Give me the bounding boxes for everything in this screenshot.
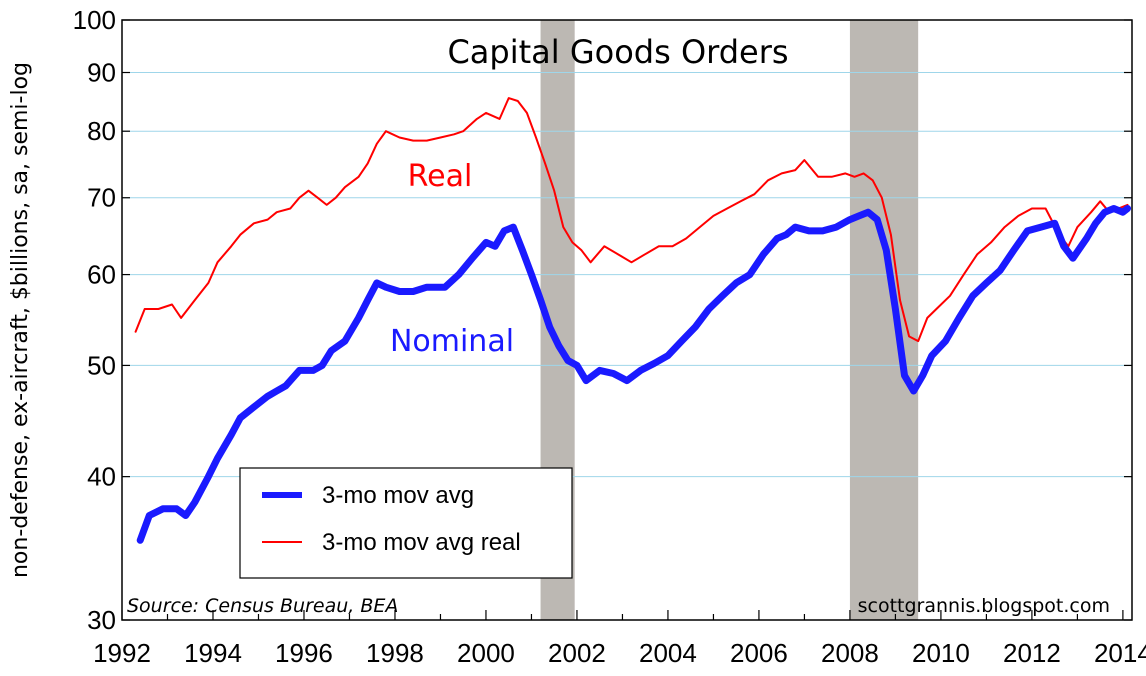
x-tick-label-1998: 1998 — [366, 638, 424, 668]
y-tick-label-50: 50 — [87, 350, 116, 380]
x-tick-label-1992: 1992 — [93, 638, 151, 668]
y-tick-label-100: 100 — [73, 5, 116, 35]
nominal-series-label: Nominal — [390, 324, 514, 359]
credit-note: scottgrannis.blogspot.com — [858, 595, 1110, 617]
y-tick-label-70: 70 — [87, 183, 116, 213]
x-tick-label-2006: 2006 — [730, 638, 788, 668]
y-tick-label-90: 90 — [87, 58, 116, 88]
legend-entry-real: 3-mo mov avg real — [322, 529, 521, 556]
real-series-label: Real — [408, 159, 473, 194]
x-tick-label-2004: 2004 — [639, 638, 697, 668]
legend-box — [239, 467, 573, 579]
gridlines — [122, 72, 1132, 478]
y-axis-label: non-defense, ex-aircraft, $billions, sa,… — [8, 62, 33, 578]
recession-bands — [540, 20, 919, 620]
legend: 3-mo mov avg 3-mo mov avg real — [239, 467, 573, 579]
y-tick-label-30: 30 — [87, 605, 116, 635]
x-tick-label-2014: 2014 — [1094, 638, 1146, 668]
series-line-nominal — [136, 205, 1131, 544]
axis-ticks: 30 40 50 60 70 80 90 100 1992 1994 1996 1998 2000 200… — [73, 5, 1146, 668]
source-note: Source: Census Bureau, BEA — [127, 595, 398, 617]
y-tick-label-40: 40 — [87, 462, 116, 492]
series-lines — [134, 97, 1131, 544]
x-tick-label-2012: 2012 — [1003, 638, 1061, 668]
series-line-real — [134, 97, 1129, 343]
y-tick-label-80: 80 — [87, 116, 116, 146]
x-tick-label-1994: 1994 — [184, 638, 242, 668]
chart-title: Capital Goods Orders — [447, 33, 788, 71]
y-tick-label-60: 60 — [87, 260, 116, 290]
plot-frame — [121, 19, 1133, 621]
x-tick-label-2002: 2002 — [548, 638, 606, 668]
recession-band-1 — [849, 20, 919, 620]
legend-entry-nominal: 3-mo mov avg — [322, 482, 474, 509]
x-tick-label-2008: 2008 — [821, 638, 879, 668]
x-tick-label-1996: 1996 — [275, 638, 333, 668]
x-tick-label-2010: 2010 — [912, 638, 970, 668]
x-tick-label-2000: 2000 — [457, 638, 515, 668]
